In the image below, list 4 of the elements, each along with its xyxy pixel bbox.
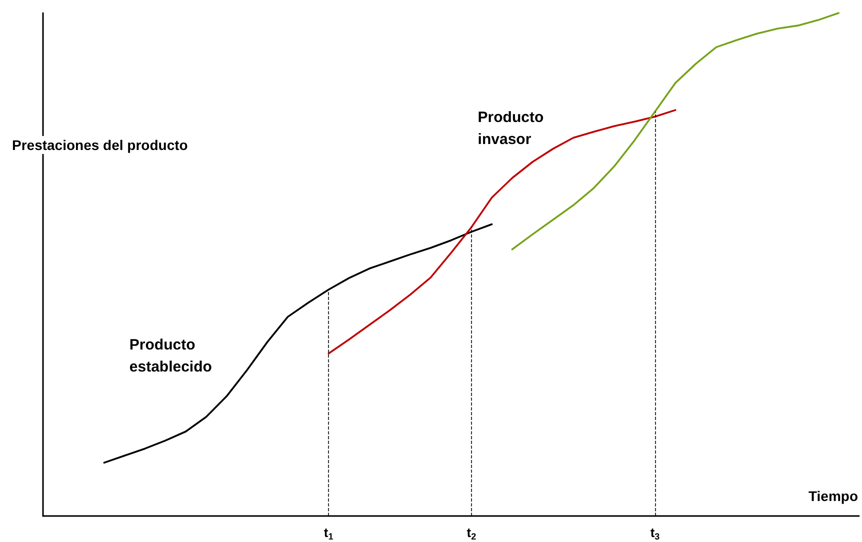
series-label: Producto establecido	[129, 336, 212, 376]
y-axis-title: Prestaciones del producto	[12, 137, 188, 153]
series-label: Producto invasor	[478, 109, 548, 148]
x-axis-title: Tiempo	[808, 488, 858, 504]
